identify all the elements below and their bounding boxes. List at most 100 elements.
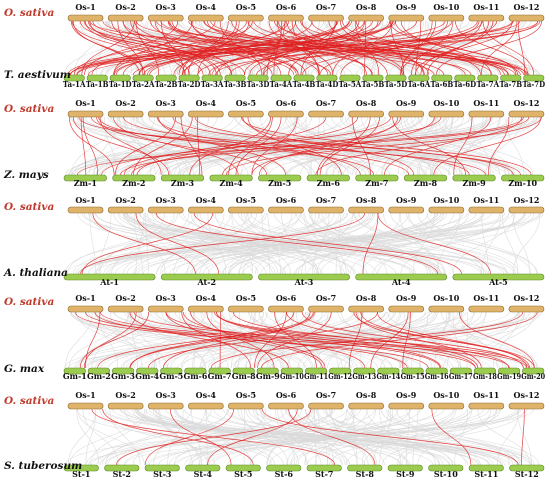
syntenic-link xyxy=(431,408,472,466)
chromosome-bar-os xyxy=(388,305,425,313)
background-link xyxy=(113,212,259,275)
chromosome-layer xyxy=(63,14,545,472)
syntenic-link xyxy=(414,20,513,76)
chromosome-bar-os xyxy=(468,305,505,313)
chromosome-bar-os xyxy=(147,206,184,214)
background-link xyxy=(383,212,445,275)
background-link xyxy=(290,408,471,466)
background-link xyxy=(68,408,97,466)
chromosome-bar xyxy=(136,367,159,375)
chromosome-bar xyxy=(247,74,269,82)
background-link xyxy=(346,408,535,466)
background-link xyxy=(108,212,349,275)
background-link xyxy=(104,408,348,466)
background-link xyxy=(275,408,296,466)
chromosome-bar-os xyxy=(147,14,184,22)
syntenic-link xyxy=(286,311,479,369)
syntenic-link xyxy=(102,408,254,466)
chromosome-label: Os-6 xyxy=(276,195,297,205)
background-link xyxy=(377,212,509,275)
background-link xyxy=(376,116,538,176)
species-label-top: O. sativa xyxy=(4,7,54,19)
chromosome-label: Zm-6 xyxy=(317,178,341,188)
background-link xyxy=(76,311,156,369)
syntenic-link xyxy=(315,116,523,176)
syntenic-link xyxy=(286,20,367,76)
chromosome-label: Os-12 xyxy=(514,195,540,205)
chromosome-bar-os xyxy=(67,402,104,410)
chromosome-label: Os-2 xyxy=(115,2,135,12)
chromosome-label: St-10 xyxy=(434,469,458,479)
chromosome-bar xyxy=(63,367,86,375)
syntenic-link xyxy=(257,311,332,369)
syntenic-link xyxy=(353,311,535,369)
background-link xyxy=(104,408,481,466)
background-link xyxy=(79,311,171,369)
chromosome-label: St-12 xyxy=(515,469,539,479)
species-label-top: O. sativa xyxy=(4,296,54,308)
syntenic-link xyxy=(260,311,538,369)
background-link xyxy=(197,212,279,275)
syntenic-link xyxy=(85,311,476,369)
background-link xyxy=(307,212,526,275)
background-link xyxy=(99,212,112,275)
chromosome-label: Os-10 xyxy=(433,98,459,108)
syntenic-link xyxy=(160,20,185,76)
background-link xyxy=(363,408,457,466)
background-link xyxy=(242,212,483,275)
chromosome-bar-os xyxy=(428,110,465,118)
syntenic-link xyxy=(147,311,378,369)
background-link xyxy=(69,408,146,466)
syntenic-link xyxy=(400,20,433,76)
syntenic-link xyxy=(266,20,286,76)
chromosome-label: Gm-13 xyxy=(352,371,376,381)
chromosome-bar-os xyxy=(508,206,545,214)
background-link xyxy=(133,116,189,176)
syntenic-link xyxy=(427,20,490,76)
species-label-top: O. sativa xyxy=(4,395,54,407)
syntenic-link xyxy=(98,116,375,176)
background-link xyxy=(158,408,438,466)
syntenic-link xyxy=(78,116,486,176)
syntenic-link xyxy=(193,212,462,275)
chromosome-label: Ta-4D xyxy=(316,79,339,89)
chromosome-bar xyxy=(208,367,231,375)
chromosome-bar xyxy=(509,464,545,472)
background-link xyxy=(173,408,302,466)
syntenic-link xyxy=(235,116,282,176)
syntenic-link xyxy=(79,20,246,76)
background-link xyxy=(295,212,440,275)
chromosome-bar-os xyxy=(147,110,184,118)
syntenic-link xyxy=(352,116,371,176)
chromosome-label: Os-3 xyxy=(156,195,177,205)
chromosome-label: Os-3 xyxy=(156,2,177,12)
chromosome-label: Os-5 xyxy=(236,2,256,12)
background-link xyxy=(200,311,252,369)
syntenic-link xyxy=(370,311,409,369)
syntenic-link xyxy=(88,20,539,76)
background-link xyxy=(107,408,333,466)
chromosome-label: Ta-2B xyxy=(155,79,178,89)
chromosome-bar xyxy=(109,74,131,82)
background-link xyxy=(184,408,468,466)
chromosome-bar xyxy=(132,74,154,82)
background-link xyxy=(76,408,100,466)
chromosome-bar-os xyxy=(228,402,264,410)
syntenic-link xyxy=(123,116,327,176)
chromosome-bar-os xyxy=(348,305,385,313)
chromosome-bar xyxy=(86,74,108,82)
chromosome-label: Gm-9 xyxy=(256,371,280,381)
background-link xyxy=(91,408,412,466)
background-link xyxy=(124,116,194,176)
chromosome-label: Os-9 xyxy=(396,98,417,108)
chromosome-label: Os-5 xyxy=(236,195,256,205)
background-link xyxy=(99,408,316,466)
chromosome-label: Ta-7A xyxy=(476,79,499,89)
chromosome-bar-os xyxy=(308,402,344,410)
chromosome-label: Ta-2A xyxy=(132,79,155,89)
background-link xyxy=(404,311,452,369)
background-link xyxy=(146,212,273,275)
chromosome-label: Os-3 xyxy=(156,293,177,303)
background-link xyxy=(190,212,283,275)
chromosome-label: Gm-12 xyxy=(328,371,352,381)
